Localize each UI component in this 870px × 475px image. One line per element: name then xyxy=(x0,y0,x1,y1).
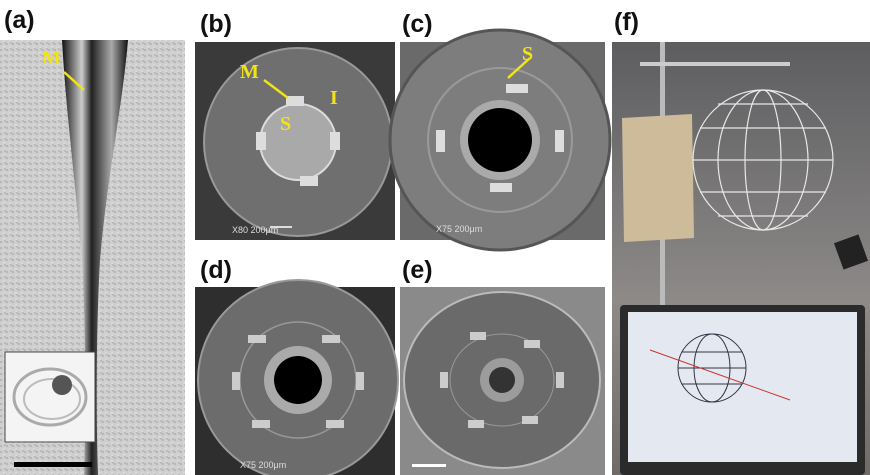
panel-f: (f) xyxy=(612,8,870,475)
annotation: M xyxy=(240,61,259,83)
panel-c: X75 200μm (c) S xyxy=(390,10,610,250)
annotation: S xyxy=(280,113,291,135)
panel-label: (c) xyxy=(402,10,433,38)
panel-label: (f) xyxy=(614,8,639,36)
panel-b: X80 200μm (b) M S I xyxy=(195,10,395,240)
panel-d: X75 200μm (d) xyxy=(195,256,398,475)
annotation: M xyxy=(42,47,61,69)
figure: (a) M X80 200μm (b) M S I X75 200μm (c) … xyxy=(0,0,870,475)
scale-text: X80 200μm xyxy=(232,225,278,235)
inset xyxy=(5,352,95,442)
scale-bar xyxy=(412,464,446,467)
panel-label: (b) xyxy=(200,10,232,38)
annotation: I xyxy=(330,87,338,109)
scale-text: X75 200μm xyxy=(240,460,286,470)
panel-label: (a) xyxy=(4,6,35,34)
scale-bar xyxy=(14,462,92,467)
panel-a: (a) M xyxy=(0,6,185,475)
scale-text: X75 200μm xyxy=(436,224,482,234)
panel-label: (d) xyxy=(200,256,232,284)
annotation: S xyxy=(522,43,533,65)
panel-e: (e) xyxy=(400,256,605,475)
panel-label: (e) xyxy=(402,256,433,284)
